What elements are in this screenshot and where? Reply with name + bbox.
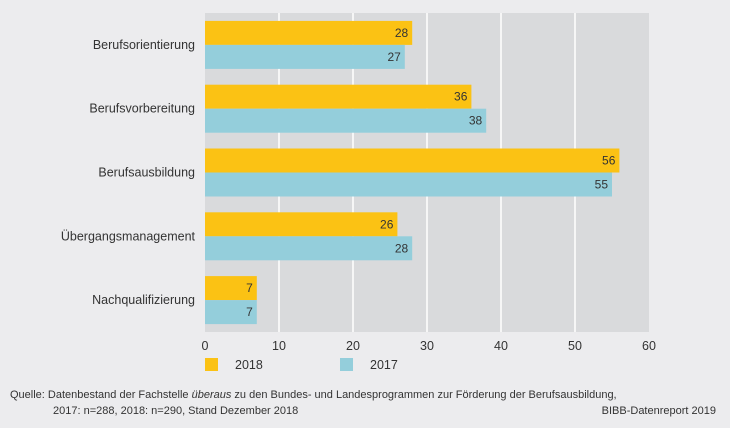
legend-label: 2018 — [235, 358, 263, 372]
data-label: 28 — [395, 26, 409, 40]
legend: 2018 2017 — [205, 358, 398, 372]
data-label: 7 — [246, 305, 253, 319]
category-labels: Berufsorientierung Berufsvorbereitung Beru… — [61, 38, 196, 307]
bar-2018 — [205, 212, 398, 237]
x-tick-label: 0 — [202, 339, 209, 353]
category-label: Nachqualifizierung — [92, 293, 195, 307]
bar-2018 — [205, 20, 413, 45]
x-tick-label: 30 — [420, 339, 434, 353]
bar-2017 — [205, 300, 257, 325]
bar-2018 — [205, 84, 472, 109]
category-label: Berufsvorbereitung — [89, 102, 195, 116]
x-tick-label: 50 — [568, 339, 582, 353]
category-label: Berufsorientierung — [93, 38, 195, 52]
x-tick-label: 60 — [642, 339, 656, 353]
data-label: 26 — [380, 217, 394, 231]
legend-swatch-2018 — [205, 358, 218, 371]
data-label: 27 — [387, 50, 401, 64]
bar-2017 — [205, 236, 413, 261]
data-label: 28 — [395, 241, 409, 255]
bar-2017 — [205, 44, 405, 69]
bar-2018 — [205, 148, 620, 173]
bar-2017 — [205, 172, 612, 197]
data-label: 7 — [246, 281, 253, 295]
source-suffix: zu den Bundes- und Landesprogrammen zur … — [231, 389, 617, 401]
legend-swatch-2017 — [340, 358, 353, 371]
category-label: Übergangsmanagement — [61, 229, 196, 243]
bar-2018 — [205, 276, 257, 301]
bar-2017 — [205, 108, 487, 133]
x-tick-label: 20 — [346, 339, 360, 353]
category-label: Berufsausbildung — [98, 166, 195, 180]
source-italic: überaus — [191, 389, 232, 401]
x-tick-label: 10 — [272, 339, 286, 353]
x-axis-ticks: 0 10 20 30 40 50 60 — [202, 339, 656, 353]
legend-label: 2017 — [370, 358, 398, 372]
credit-label: BIBB-Datenreport 2019 — [601, 405, 716, 417]
x-tick-label: 40 — [494, 339, 508, 353]
data-label: 56 — [602, 154, 616, 168]
source-note-line2: 2017: n=288, 2018: n=290, Stand Dezember… — [53, 405, 299, 417]
data-label: 36 — [454, 90, 468, 104]
source-prefix: Quelle: Datenbestand der Fachstelle — [10, 389, 192, 401]
data-label: 55 — [595, 178, 609, 192]
source-note: Quelle: Datenbestand der Fachstelle über… — [10, 389, 617, 401]
data-label: 38 — [469, 114, 483, 128]
